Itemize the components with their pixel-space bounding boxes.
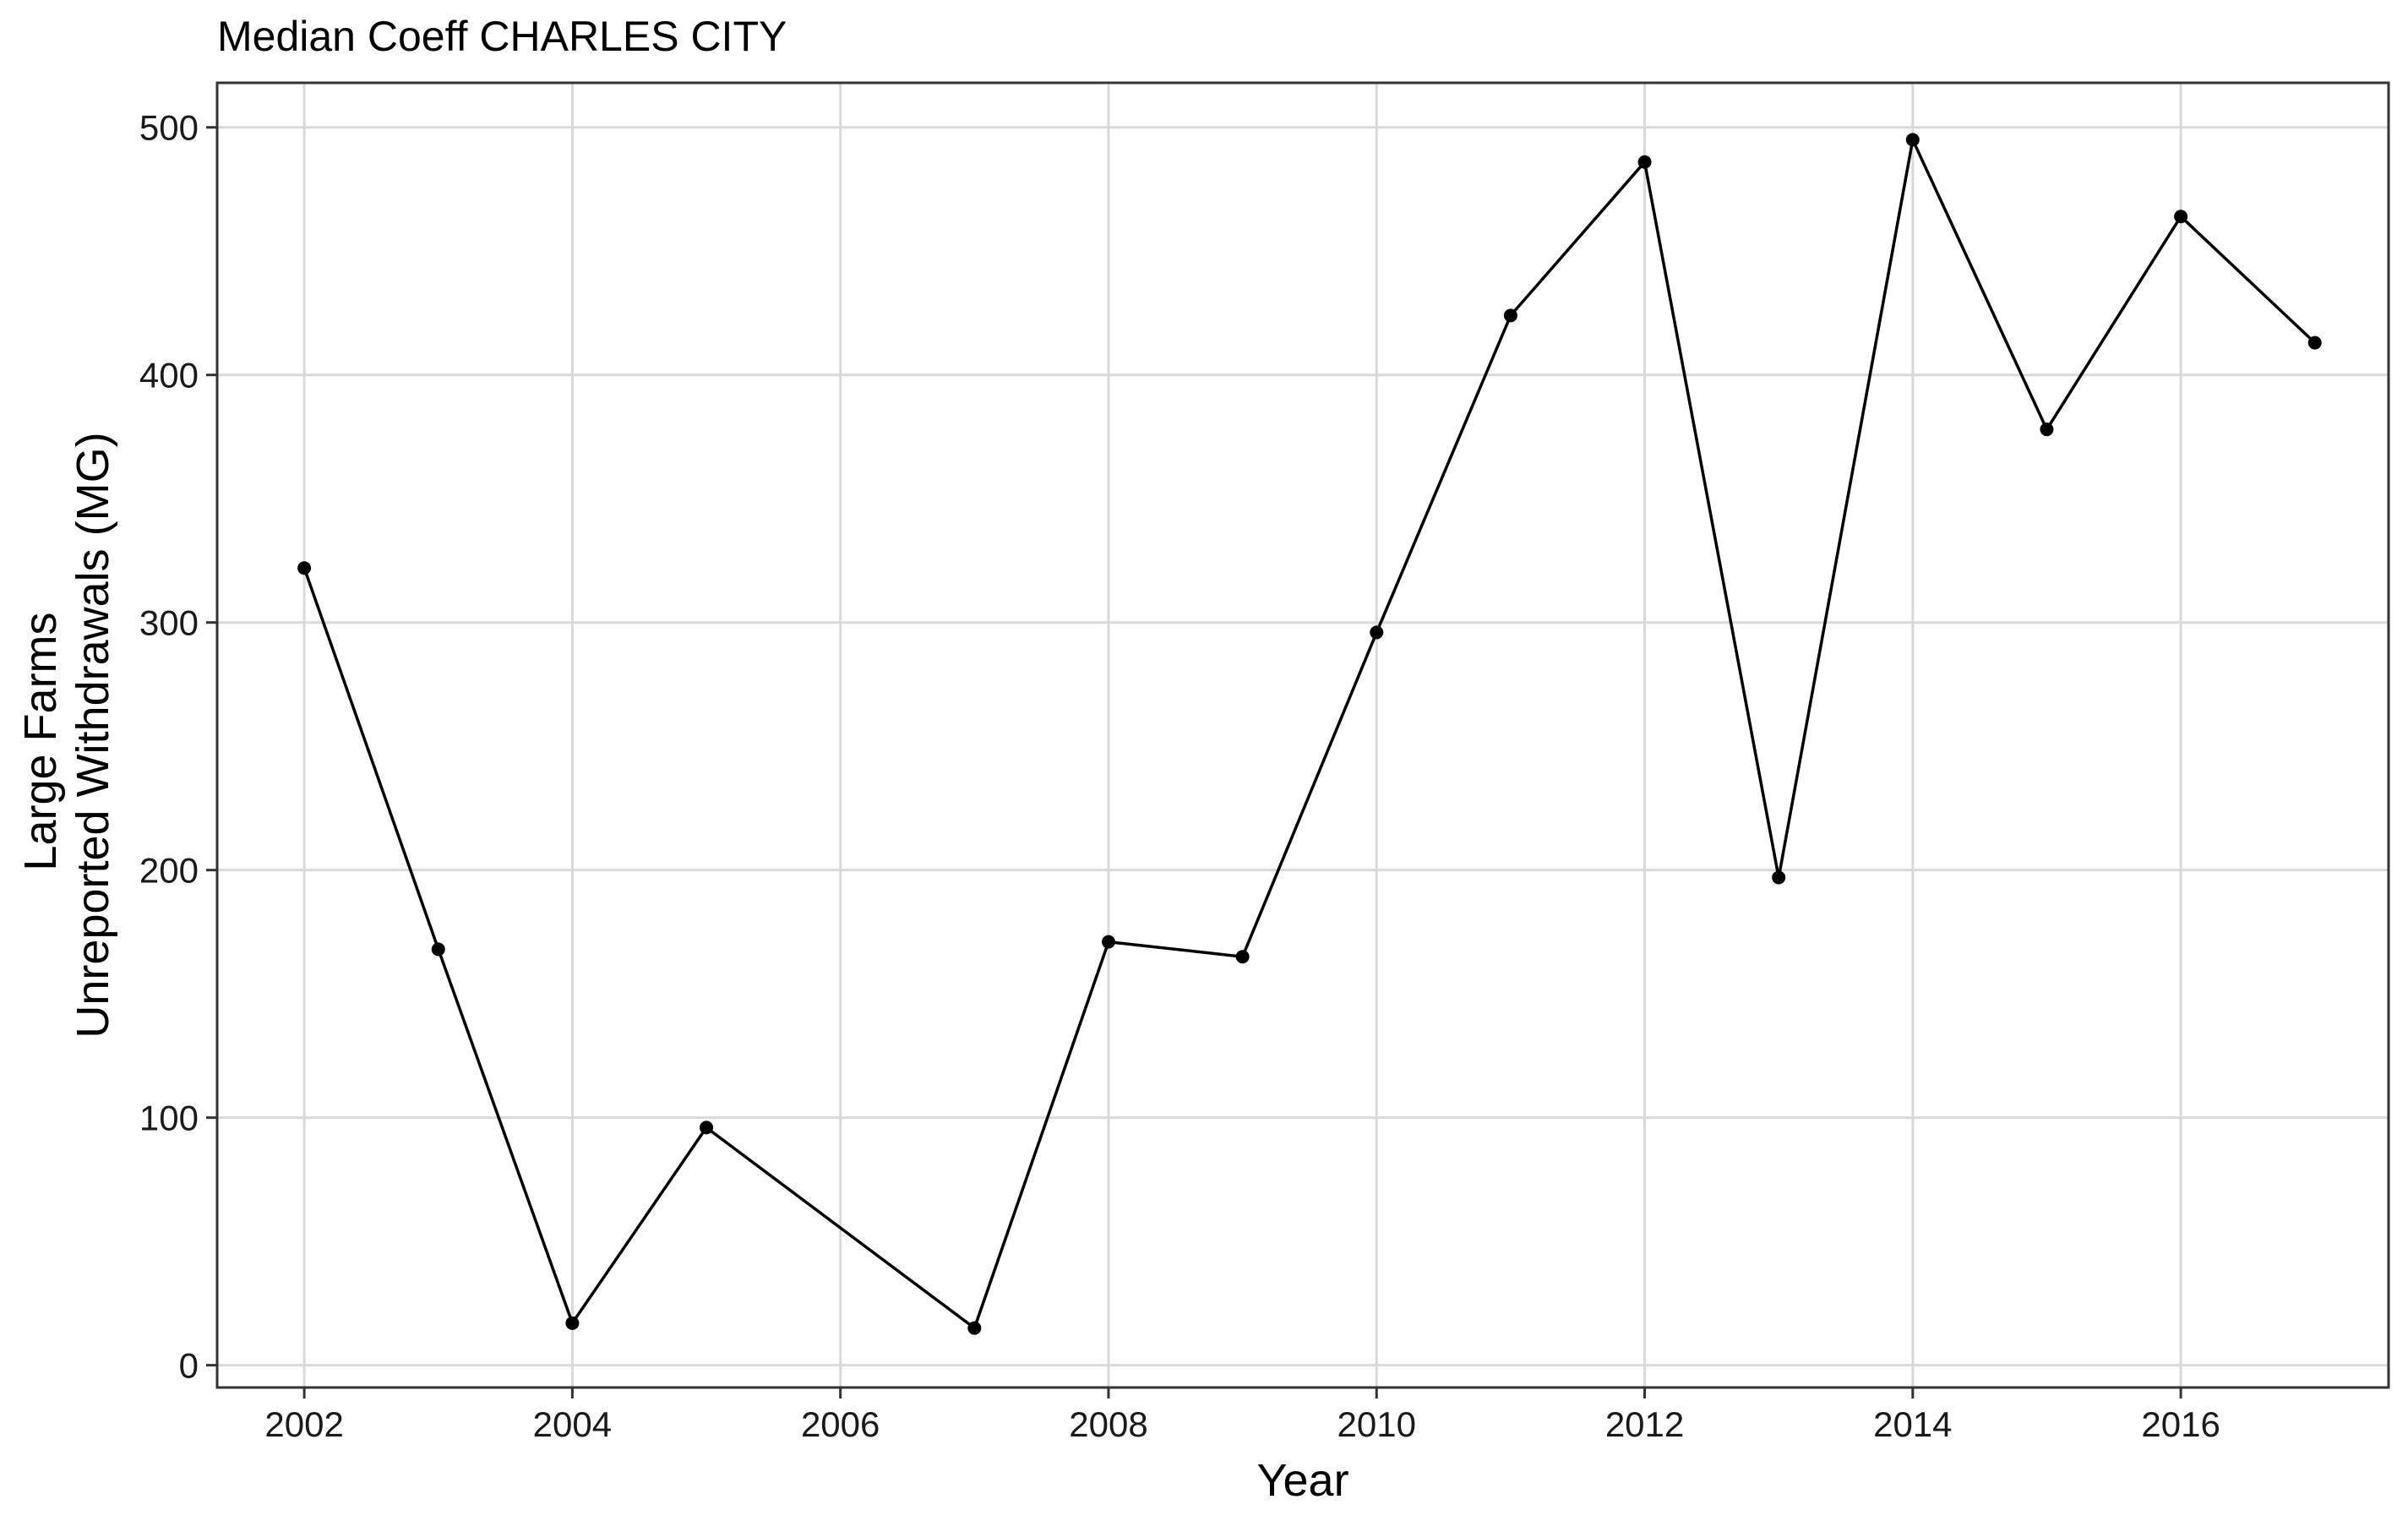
data-point [1905, 133, 1920, 147]
data-point [1370, 625, 1384, 640]
x-tick-label: 2008 [1069, 1404, 1147, 1444]
x-tick-label: 2006 [801, 1404, 880, 1444]
data-point [1235, 950, 1250, 964]
x-tick-label: 2014 [1873, 1404, 1952, 1444]
x-tick-label: 2010 [1337, 1404, 1416, 1444]
data-point [2040, 422, 2054, 437]
x-tick-label: 2002 [264, 1404, 343, 1444]
data-point [431, 942, 445, 957]
data-point [1503, 308, 1517, 323]
data-point [967, 1321, 982, 1335]
data-point [2174, 210, 2188, 224]
grid-lines [217, 83, 2389, 1387]
data-series [297, 133, 2322, 1335]
data-point [1101, 935, 1115, 949]
y-tick-label: 0 [179, 1346, 199, 1386]
y-axis-title: Large Farms Unreported Withdrawals (MG) [15, 432, 118, 1038]
plot-panel-border [215, 81, 2390, 1389]
series-line [302, 134, 2316, 1331]
y-tick-label: 400 [139, 356, 199, 395]
axes: 2002 2004 2006 2008 2010 2012 2014 2016 0 100 200 3… [139, 108, 2220, 1444]
x-axis-title: Year [1256, 1455, 1348, 1506]
y-tick-label: 300 [139, 603, 199, 643]
x-tick-label: 2016 [2141, 1404, 2220, 1444]
y-tick-label: 500 [139, 108, 199, 148]
x-tick-label: 2012 [1605, 1404, 1684, 1444]
data-point [1772, 870, 1786, 885]
y-tick-label: 200 [139, 851, 199, 891]
data-point [2307, 335, 2322, 350]
y-axis-title-line-1: Large Farms [15, 612, 66, 870]
data-point [297, 561, 312, 575]
data-point [1637, 155, 1652, 169]
data-point [565, 1316, 580, 1330]
x-tick-label: 2004 [533, 1404, 612, 1444]
data-point [700, 1120, 714, 1135]
y-tick-label: 100 [139, 1098, 199, 1138]
chart-title: Median Coeff CHARLES CITY [217, 13, 787, 60]
y-axis-title-line-2: Unreported Withdrawals (MG) [68, 432, 118, 1038]
